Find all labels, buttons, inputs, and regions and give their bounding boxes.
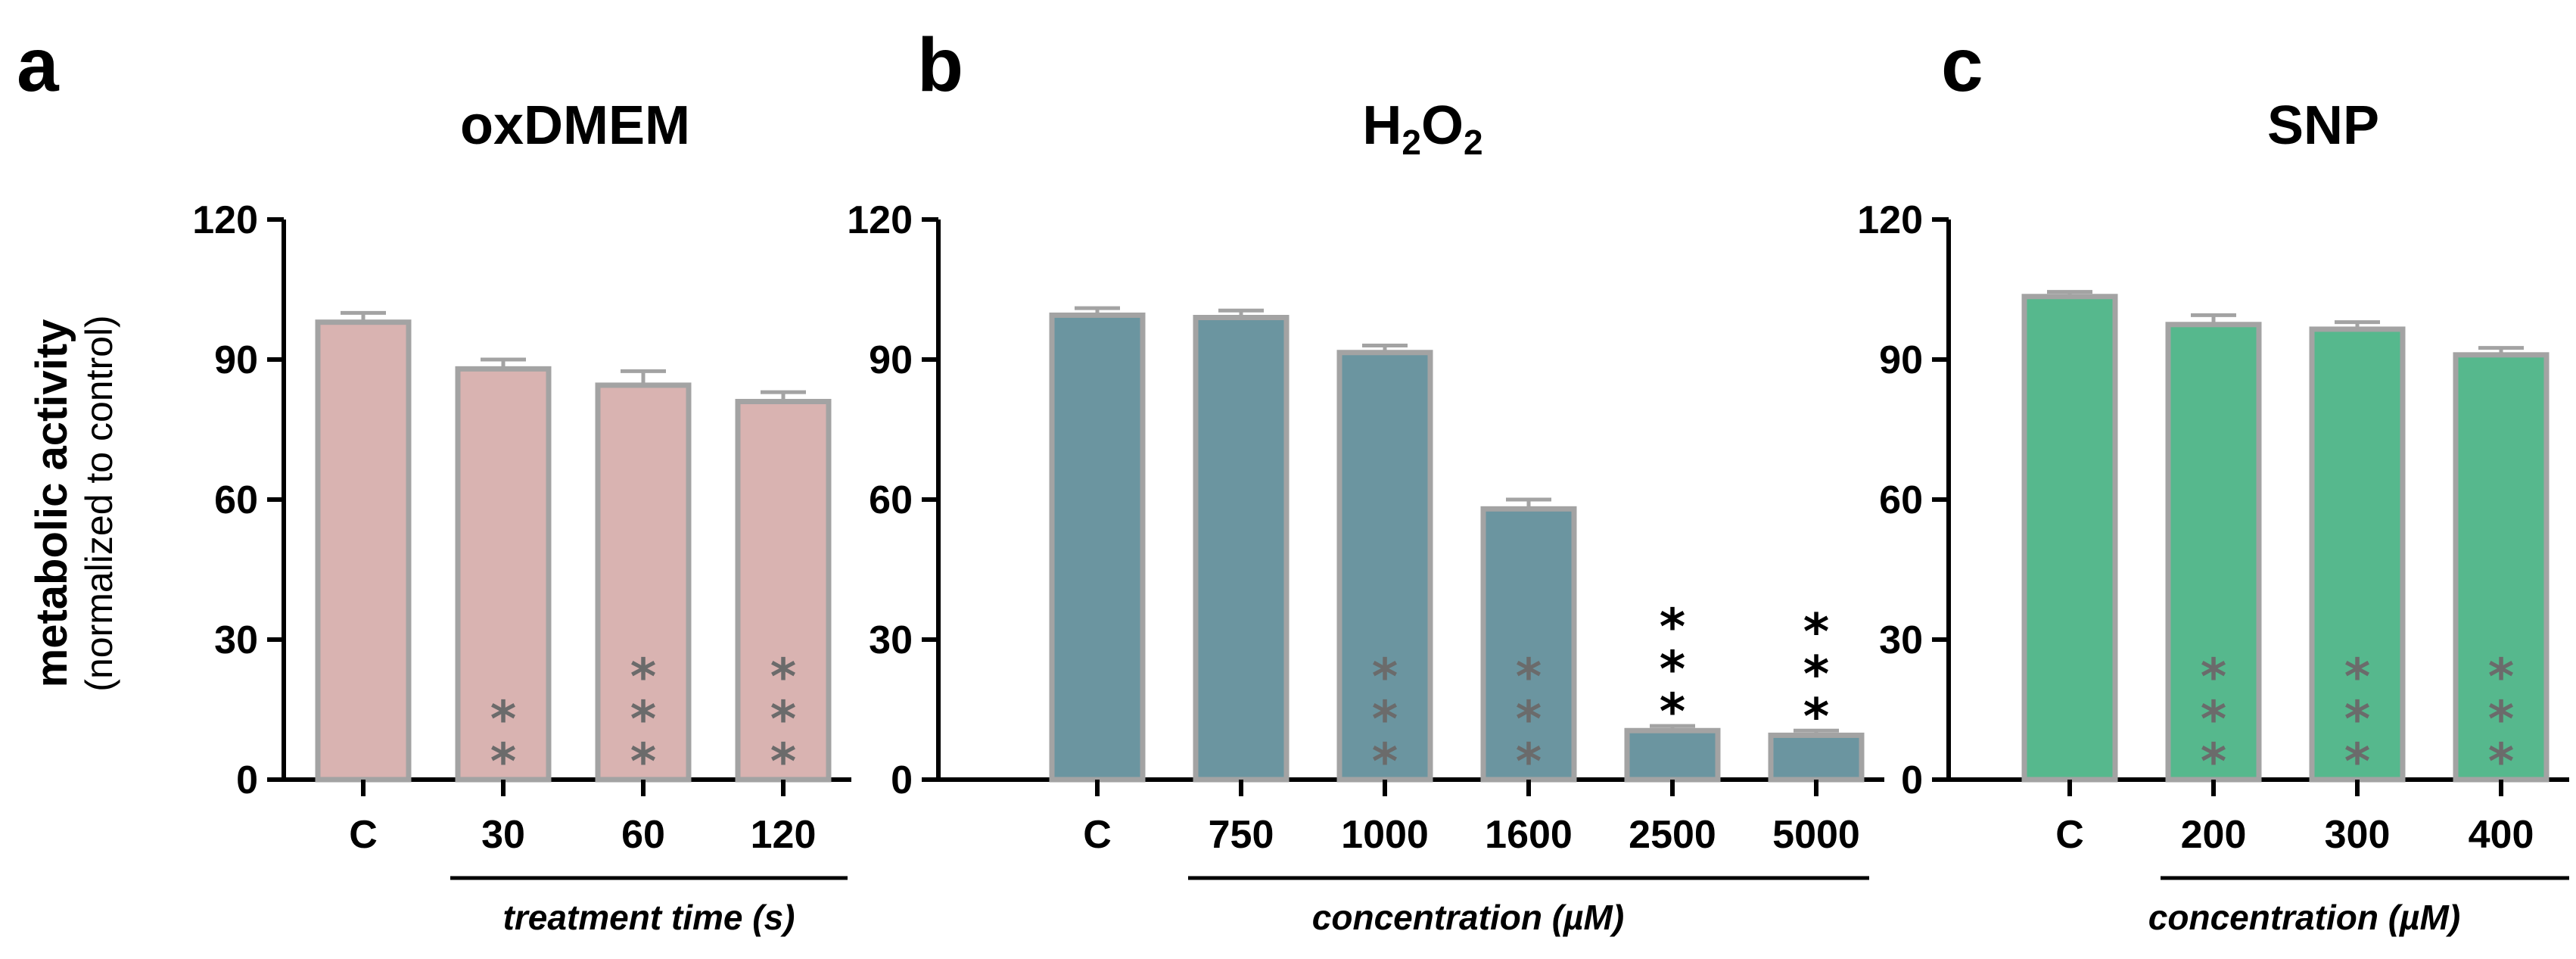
x-tick-label: 2500 xyxy=(1629,813,1716,857)
y-tick-label: 60 xyxy=(214,478,258,522)
y-tick-label: 30 xyxy=(1879,618,1923,662)
y-tick-label: 60 xyxy=(1879,478,1923,522)
significance-star: * xyxy=(1660,640,1686,699)
y-axis-sublabel: (normalized to control) xyxy=(78,315,120,691)
y-tick-label: 120 xyxy=(1857,198,1923,242)
bar-1000 xyxy=(1336,350,1433,783)
bar-1600 xyxy=(1480,506,1577,783)
x-tick-label: 60 xyxy=(621,813,665,857)
y-tick-label: 0 xyxy=(236,758,258,802)
significance-star: * xyxy=(1372,733,1398,791)
significance-star: * xyxy=(2344,733,2371,791)
y-tick-label: 30 xyxy=(214,618,258,662)
significance-star: * xyxy=(2488,690,2515,749)
y-tick-label: 0 xyxy=(891,758,913,802)
y-tick-label: 90 xyxy=(1879,338,1923,382)
x-tick-label: 750 xyxy=(1209,813,1274,857)
bar-30 xyxy=(455,366,552,783)
bar-750 xyxy=(1193,315,1290,783)
x-axis-label: concentration (µM) xyxy=(1312,898,1624,937)
bar-60 xyxy=(595,382,692,783)
significance-star: * xyxy=(1372,690,1398,749)
bar-300 xyxy=(2309,326,2406,783)
significance-star: * xyxy=(630,690,657,749)
significance-star: * xyxy=(770,733,797,791)
y-tick-label: 90 xyxy=(869,338,913,382)
significance-star: * xyxy=(770,648,797,706)
significance-star: * xyxy=(2201,733,2227,791)
panel-title: oxDMEM xyxy=(460,95,690,156)
bar-C xyxy=(1049,312,1146,783)
panel-title: SNP xyxy=(2267,95,2379,156)
significance-star: * xyxy=(2344,690,2371,749)
x-tick-label: 1600 xyxy=(1485,813,1573,857)
significance-star: * xyxy=(1803,687,1830,746)
y-tick-label: 120 xyxy=(847,198,913,242)
significance-star: * xyxy=(2488,648,2515,706)
panel-letter-b: b xyxy=(917,23,963,107)
significance-star: * xyxy=(2344,648,2371,706)
significance-star: * xyxy=(2201,648,2227,706)
significance-star: * xyxy=(1516,733,1542,791)
x-tick-label: 400 xyxy=(2469,813,2534,857)
x-axis-label: treatment time (s) xyxy=(503,898,795,937)
y-tick-label: 120 xyxy=(192,198,258,242)
y-tick-label: 30 xyxy=(869,618,913,662)
significance-star: * xyxy=(1516,690,1542,749)
bar-5000 xyxy=(1768,732,1865,783)
x-tick-label: 30 xyxy=(481,813,525,857)
y-tick-label: 60 xyxy=(869,478,913,522)
x-axis-label: concentration (µM) xyxy=(2148,898,2460,937)
significance-star: * xyxy=(1372,648,1398,706)
x-tick-label: 300 xyxy=(2325,813,2391,857)
x-tick-label: 120 xyxy=(751,813,817,857)
y-axis-label: metabolic activity xyxy=(27,319,76,688)
significance-star: * xyxy=(1516,648,1542,706)
panel-title: H2O2 xyxy=(1362,95,1482,162)
significance-star: * xyxy=(2488,733,2515,791)
bar-2500 xyxy=(1624,727,1721,783)
significance-star: * xyxy=(1660,683,1686,741)
significance-star: * xyxy=(630,648,657,706)
significance-star: * xyxy=(1660,598,1686,656)
panel-letter-c: c xyxy=(1941,23,1983,107)
x-tick-label: 200 xyxy=(2181,813,2247,857)
significance-star: * xyxy=(770,690,797,749)
y-tick-label: 90 xyxy=(214,338,258,382)
x-tick-label: C xyxy=(349,813,378,857)
x-tick-label: C xyxy=(1083,813,1112,857)
significance-star: * xyxy=(490,733,517,791)
x-tick-label: 5000 xyxy=(1772,813,1860,857)
significance-star: * xyxy=(1803,645,1830,703)
y-tick-label: 0 xyxy=(1901,758,1923,802)
x-tick-label: C xyxy=(2055,813,2084,857)
significance-star: * xyxy=(1803,602,1830,661)
x-tick-label: 1000 xyxy=(1341,813,1429,857)
panel-letter-a: a xyxy=(17,23,60,107)
bar-C xyxy=(315,319,412,783)
significance-star: * xyxy=(2201,690,2227,749)
bar-C xyxy=(2021,294,2118,783)
significance-star: * xyxy=(630,733,657,791)
significance-star: * xyxy=(490,690,517,749)
bar-120 xyxy=(735,399,832,783)
